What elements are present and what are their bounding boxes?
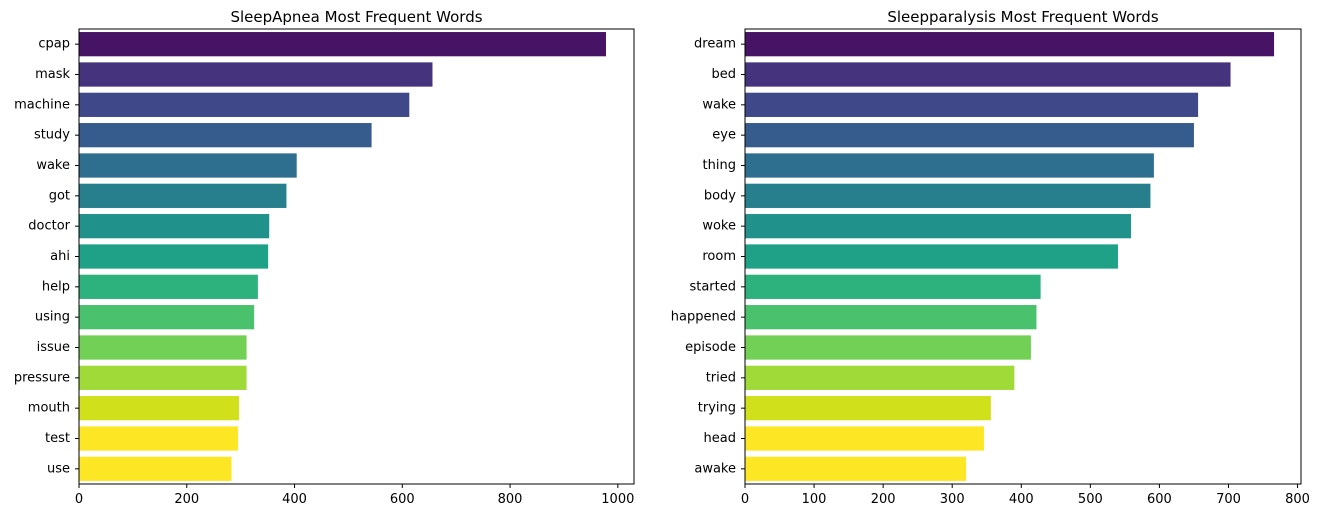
sleepapnea-y-tick-label: machine [14,97,70,112]
sleepapnea-bar-help [79,274,258,299]
sleepparalysis-y-tick-label: bed [711,67,736,82]
sleepapnea-y-tick-label: issue [37,340,70,355]
sleepparalysis-y-tick-label: eye [712,128,736,143]
sleepapnea-y-tick-label: cpap [38,37,70,52]
sleepparalysis-bar-awake [745,456,967,481]
sleepapnea-bar-machine [79,92,410,117]
sleepapnea-x-tick-label: 400 [282,492,307,507]
sleepparalysis-y-tick-label: episode [685,340,736,355]
sleepparalysis-bar-room [745,244,1118,269]
sleepapnea-y-tick-label: doctor [28,219,70,234]
sleepapnea-bar-cpap [79,32,606,57]
sleepapnea-x-tick-label: 600 [390,492,415,507]
sleepapnea-y-tick-label: mouth [28,401,70,416]
sleepapnea-y-tick-label: use [47,461,70,476]
sleepapnea-x-tick-label: 200 [174,492,199,507]
chart-title-sleepparalysis: Sleepparalysis Most Frequent Words [887,8,1159,26]
sleepparalysis-x-tick-label: 700 [1216,492,1241,507]
sleepparalysis-x-tick-label: 500 [1078,492,1103,507]
sleepapnea-bar-pressure [79,365,247,390]
sleepparalysis-y-tick-label: trying [698,401,736,416]
sleepparalysis-bar-tried [745,365,1015,390]
sleepparalysis-bar-thing [745,153,1154,178]
sleepapnea-x-tick-label: 1000 [601,492,634,507]
sleepapnea-x-tick-label: 800 [498,492,523,507]
sleepparalysis-y-tick-label: tried [706,370,736,385]
sleepparalysis-x-tick-label: 100 [802,492,827,507]
sleepapnea-chart: SleepApnea Most Frequent Words cpap mask m… [14,8,635,507]
sleepparalysis-bar-wake [745,92,1199,117]
sleepparalysis-bar-episode [745,335,1031,360]
sleepparalysis-y-tick-label: room [702,249,736,264]
sleepapnea-bar-issue [79,335,247,360]
sleepparalysis-y-tick-label: head [704,431,736,446]
chart-title-sleepapnea: SleepApnea Most Frequent Words [230,8,482,26]
sleepapnea-bar-mask [79,62,433,87]
sleepapnea-y-tick-label: ahi [50,249,70,264]
sleepapnea-bar-got [79,183,287,208]
sleepapnea-bar-ahi [79,244,269,269]
sleepapnea-axes-frame [78,28,635,485]
sleepapnea-y-tick-label: got [49,188,70,203]
sleepparalysis-bar-eye [745,123,1194,148]
sleepparalysis-y-tick-label: thing [703,158,736,173]
sleepparalysis-y-tick-label: woke [702,219,736,234]
sleepapnea-y-tick-label: help [42,279,70,294]
sleepparalysis-x-tick-label: 200 [871,492,896,507]
sleepparalysis-x-tick-label: 0 [741,492,749,507]
sleepparalysis-bar-dream [745,32,1275,57]
sleepparalysis-bar-happened [745,305,1037,330]
sleepparalysis-bar-head [745,426,984,451]
sleepparalysis-y-tick-label: started [689,279,736,294]
sleepapnea-bar-test [79,426,238,451]
sleepparalysis-y-tick-label: dream [694,37,736,52]
sleepapnea-x-tick-label: 0 [75,492,83,507]
sleepparalysis-bar-bed [745,62,1231,87]
sleepparalysis-chart: Sleepparalysis Most Frequent Words dream… [671,8,1310,507]
sleepparalysis-y-tick-label: awake [694,461,736,476]
sleepapnea-y-tick-label: test [45,431,70,446]
sleepapnea-bar-study [79,123,372,148]
sleepapnea-y-tick-label: wake [36,158,70,173]
sleepparalysis-x-tick-label: 800 [1285,492,1310,507]
sleepapnea-y-tick-label: pressure [14,370,70,385]
sleepparalysis-bar-woke [745,214,1132,239]
sleepparalysis-y-tick-label: happened [671,310,736,325]
sleepparalysis-x-tick-label: 400 [1009,492,1034,507]
sleepapnea-y-tick-label: study [34,128,70,143]
sleepparalysis-axes-frame [744,28,1302,485]
sleepparalysis-x-tick-label: 600 [1147,492,1172,507]
sleepparalysis-y-tick-label: body [704,188,736,203]
sleepapnea-bar-using [79,305,255,330]
sleepparalysis-bar-body [745,183,1151,208]
sleepapnea-bar-mouth [79,396,240,421]
sleepparalysis-y-tick-label: wake [702,97,736,112]
sleepparalysis-bar-started [745,274,1041,299]
sleepapnea-y-tick-label: mask [35,67,70,82]
sleepapnea-y-tick-label: using [35,310,70,325]
sleepparalysis-bar-trying [745,396,991,421]
sleepapnea-bar-doctor [79,214,270,239]
sleepapnea-bar-use [79,456,232,481]
sleepparalysis-x-tick-label: 300 [940,492,965,507]
sleepapnea-bar-wake [79,153,297,178]
